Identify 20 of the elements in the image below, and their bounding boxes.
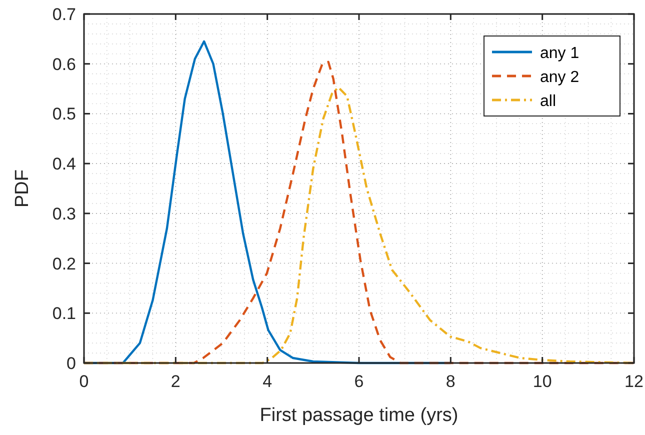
x-tick-label: 2 — [170, 372, 180, 391]
x-tick-label: 12 — [624, 372, 644, 391]
y-tick-label: 0.6 — [52, 54, 76, 74]
x-tick-label: 6 — [354, 372, 364, 391]
legend-label: any 1 — [540, 45, 580, 62]
x-axis-title: First passage time (yrs) — [260, 405, 458, 426]
y-tick-label: 0.1 — [52, 304, 76, 324]
y-tick-label: 0 — [66, 354, 76, 373]
x-tick-label: 8 — [446, 372, 456, 391]
y-axis-title: PDF — [12, 170, 33, 208]
y-tick-label: 0.5 — [52, 104, 76, 124]
y-tick-label: 0.2 — [52, 254, 76, 274]
legend-label: any 2 — [540, 69, 580, 86]
y-tick-label: 0.3 — [52, 204, 76, 224]
legend-label: all — [540, 93, 556, 110]
y-tick-label: 0.4 — [52, 154, 76, 174]
y-tick-label: 0.7 — [52, 5, 76, 24]
x-tick-label: 10 — [532, 372, 552, 391]
x-tick-label: 0 — [79, 372, 89, 391]
x-tick-label: 4 — [262, 372, 272, 391]
